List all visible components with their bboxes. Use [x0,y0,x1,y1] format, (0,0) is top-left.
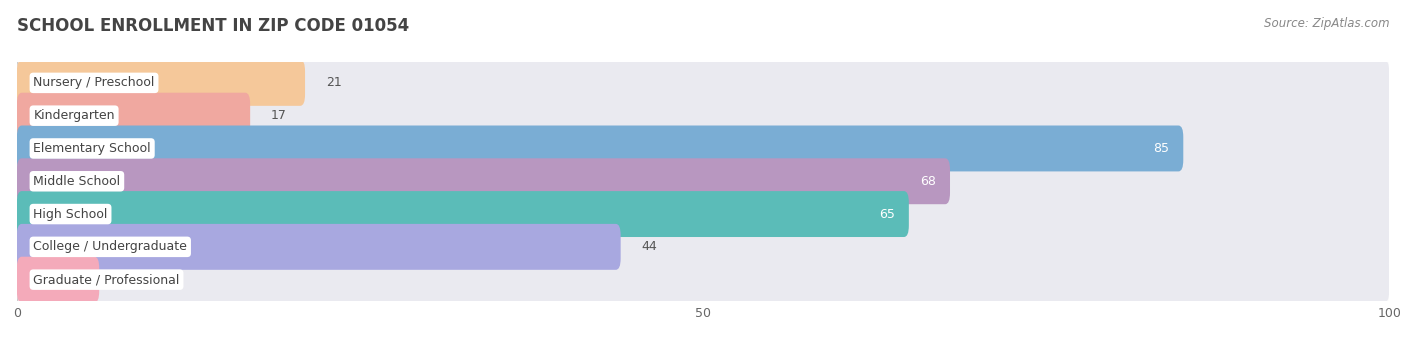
Text: 17: 17 [271,109,287,122]
Text: College / Undergraduate: College / Undergraduate [34,240,187,253]
FancyBboxPatch shape [17,60,305,106]
FancyBboxPatch shape [17,126,1389,171]
FancyBboxPatch shape [17,126,1184,171]
Text: Kindergarten: Kindergarten [34,109,115,122]
FancyBboxPatch shape [17,224,620,270]
FancyBboxPatch shape [17,191,908,237]
Text: Source: ZipAtlas.com: Source: ZipAtlas.com [1264,17,1389,30]
FancyBboxPatch shape [17,93,1389,139]
FancyBboxPatch shape [17,224,1389,270]
Text: High School: High School [34,208,108,221]
Text: Elementary School: Elementary School [34,142,150,155]
Text: Middle School: Middle School [34,175,121,188]
FancyBboxPatch shape [17,158,1389,204]
FancyBboxPatch shape [17,60,1389,106]
Text: 6: 6 [120,273,128,286]
FancyBboxPatch shape [17,257,1389,303]
Text: 68: 68 [921,175,936,188]
Text: 44: 44 [641,240,657,253]
FancyBboxPatch shape [17,93,250,139]
Text: Graduate / Professional: Graduate / Professional [34,273,180,286]
Text: SCHOOL ENROLLMENT IN ZIP CODE 01054: SCHOOL ENROLLMENT IN ZIP CODE 01054 [17,17,409,35]
FancyBboxPatch shape [17,158,950,204]
Text: 21: 21 [326,76,342,89]
Text: Nursery / Preschool: Nursery / Preschool [34,76,155,89]
FancyBboxPatch shape [17,191,1389,237]
Text: 65: 65 [879,208,896,221]
Text: 85: 85 [1153,142,1170,155]
FancyBboxPatch shape [17,257,100,303]
